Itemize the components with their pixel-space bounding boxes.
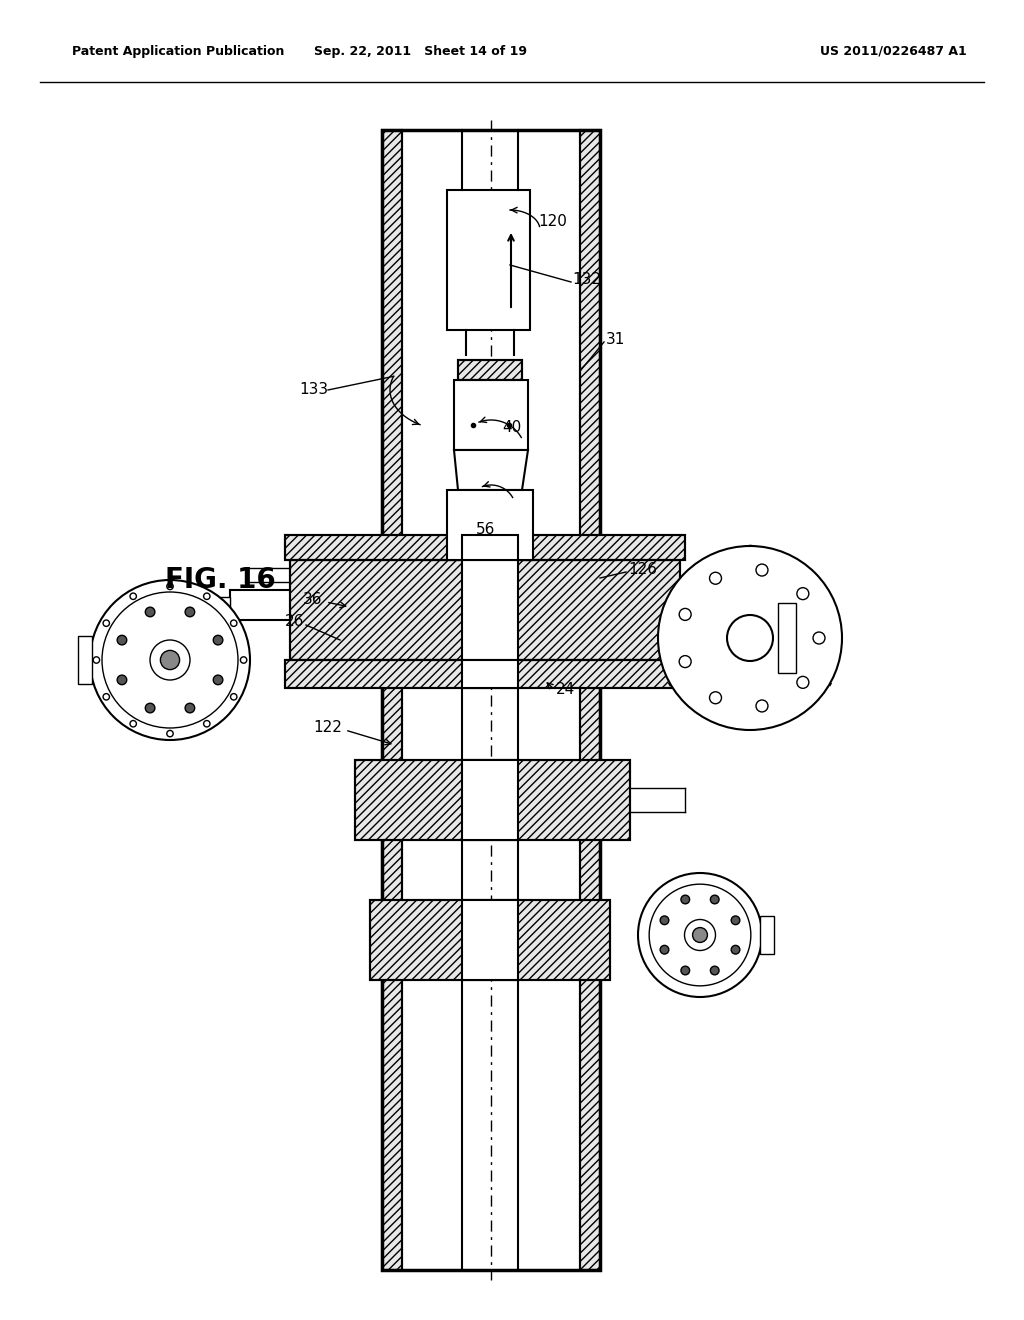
Circle shape <box>679 609 691 620</box>
Circle shape <box>658 546 842 730</box>
Circle shape <box>230 620 237 627</box>
Circle shape <box>660 945 669 954</box>
Bar <box>290 560 680 660</box>
Circle shape <box>731 945 740 954</box>
Circle shape <box>684 920 716 950</box>
Text: 36: 36 <box>302 593 322 607</box>
Circle shape <box>150 640 190 680</box>
Circle shape <box>103 693 110 700</box>
Circle shape <box>230 693 237 700</box>
Circle shape <box>711 895 719 904</box>
Circle shape <box>102 591 238 729</box>
Bar <box>285 535 685 560</box>
Bar <box>355 760 630 840</box>
Circle shape <box>731 916 740 924</box>
Text: 24: 24 <box>556 682 575 697</box>
Bar <box>580 129 600 1270</box>
Circle shape <box>117 675 127 685</box>
Text: 133: 133 <box>299 383 328 397</box>
Circle shape <box>710 692 722 704</box>
Bar <box>285 535 685 560</box>
Bar <box>462 560 518 660</box>
Text: 122: 122 <box>313 721 342 735</box>
Bar <box>458 360 522 380</box>
Bar <box>462 535 518 560</box>
Bar <box>370 900 610 979</box>
Text: 120: 120 <box>538 214 567 230</box>
Text: Patent Application Publication: Patent Application Publication <box>72 45 285 58</box>
Circle shape <box>711 966 719 975</box>
Circle shape <box>649 884 751 986</box>
Bar <box>462 760 518 840</box>
Text: 31: 31 <box>606 333 626 347</box>
Bar <box>290 560 680 660</box>
Bar <box>205 597 230 612</box>
Bar <box>355 760 630 840</box>
Circle shape <box>145 704 155 713</box>
Circle shape <box>145 607 155 616</box>
Text: 26: 26 <box>285 615 304 630</box>
Circle shape <box>185 607 195 616</box>
Circle shape <box>167 730 173 737</box>
Circle shape <box>679 656 691 668</box>
Text: Sep. 22, 2011   Sheet 14 of 19: Sep. 22, 2011 Sheet 14 of 19 <box>313 45 526 58</box>
Circle shape <box>90 579 250 741</box>
Circle shape <box>681 895 689 904</box>
Circle shape <box>204 721 210 727</box>
Bar <box>447 490 534 560</box>
Circle shape <box>756 564 768 576</box>
Circle shape <box>167 583 173 590</box>
Bar <box>285 660 685 688</box>
Bar <box>382 129 402 1270</box>
Bar <box>78 636 92 684</box>
Bar <box>370 900 610 979</box>
Circle shape <box>692 928 708 942</box>
Circle shape <box>638 873 762 997</box>
Circle shape <box>813 632 825 644</box>
Circle shape <box>660 916 669 924</box>
Bar <box>760 916 774 953</box>
Text: 132: 132 <box>572 272 601 288</box>
Circle shape <box>204 593 210 599</box>
Circle shape <box>130 593 136 599</box>
Text: 56: 56 <box>476 523 496 537</box>
Text: US 2011/0226487 A1: US 2011/0226487 A1 <box>820 45 967 58</box>
Circle shape <box>756 700 768 711</box>
Circle shape <box>103 620 110 627</box>
Circle shape <box>710 573 722 585</box>
Circle shape <box>213 635 223 645</box>
Text: FIG. 16: FIG. 16 <box>165 566 275 594</box>
Circle shape <box>213 675 223 685</box>
Bar <box>462 900 518 979</box>
Circle shape <box>117 635 127 645</box>
Bar <box>382 129 600 1270</box>
Circle shape <box>681 966 689 975</box>
Circle shape <box>241 657 247 663</box>
Circle shape <box>130 721 136 727</box>
Bar <box>447 190 530 330</box>
Bar <box>458 360 522 380</box>
Circle shape <box>797 587 809 599</box>
Bar <box>778 603 796 673</box>
Bar <box>285 660 685 688</box>
Bar <box>462 660 518 688</box>
Circle shape <box>727 615 773 661</box>
Text: 126: 126 <box>628 562 657 578</box>
Circle shape <box>161 651 179 669</box>
Bar <box>454 380 528 450</box>
Circle shape <box>797 676 809 688</box>
Circle shape <box>93 657 99 663</box>
Circle shape <box>185 704 195 713</box>
Polygon shape <box>454 450 528 490</box>
Text: 40: 40 <box>502 421 521 436</box>
